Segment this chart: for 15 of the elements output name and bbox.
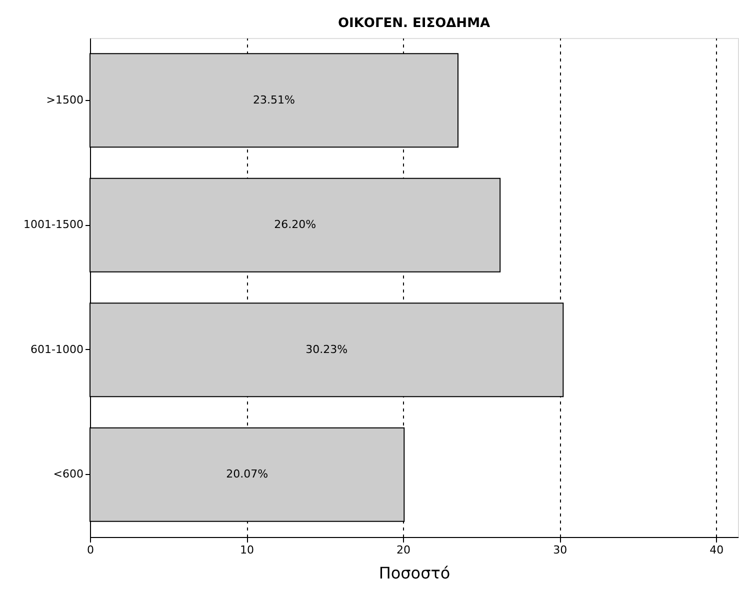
x-tick-label: 10 xyxy=(240,544,254,556)
x-tick-label: 30 xyxy=(553,544,568,556)
chart-title: ΟΙΚΟΓΕΝ. ΕΙΣΟΔΗΜΑ xyxy=(338,16,490,31)
data-label: 20.07% xyxy=(226,468,268,481)
y-tick-label: >1500 xyxy=(46,93,84,106)
y-tick-label: 601-1000 xyxy=(30,342,84,356)
data-label: 23.51% xyxy=(253,93,295,106)
y-tick-label: <600 xyxy=(53,468,84,481)
x-axis-title: Ποσοστό xyxy=(378,564,450,582)
x-tick-label: 40 xyxy=(710,544,724,556)
x-tick-label: 20 xyxy=(396,544,411,556)
data-label: 30.23% xyxy=(306,342,348,356)
x-tick-label: 0 xyxy=(87,544,94,556)
data-label: 26.20% xyxy=(274,218,316,232)
y-tick-label: 1001-1500 xyxy=(24,218,84,232)
